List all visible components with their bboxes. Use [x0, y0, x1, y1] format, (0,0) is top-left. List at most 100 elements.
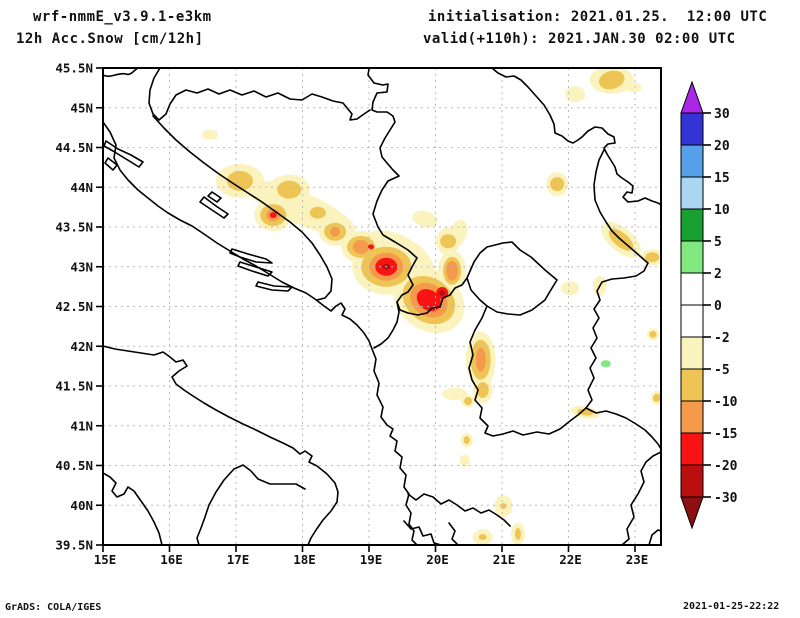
colorbar-segment: [680, 272, 704, 306]
lon-label: 17E: [227, 552, 250, 567]
colorbar-segment: [680, 144, 704, 178]
map-outline: [237, 261, 273, 277]
colorbar-label: 20: [714, 139, 730, 154]
lat-label: 42N: [70, 339, 93, 354]
map-outline: [407, 493, 511, 527]
snow-cell-gold: [464, 397, 473, 406]
lat-label: 45.5N: [55, 61, 93, 76]
snow-cell-pale: [412, 210, 438, 228]
colorbar-label: 15: [714, 171, 730, 186]
lat-label: 40N: [70, 498, 93, 513]
map-outline: [466, 241, 558, 316]
colorbar-label: 5: [714, 235, 722, 250]
lat-label: 41.5N: [55, 379, 93, 394]
snow-cell-green: [600, 360, 611, 368]
colorbar-segment: [680, 112, 704, 146]
map-outline: [585, 149, 649, 409]
map-outline: [103, 345, 339, 545]
lat-label: 39.5N: [55, 538, 93, 553]
lon-label: 23E: [626, 552, 649, 567]
map-outline: [103, 472, 163, 545]
snow-cell-pale: [560, 281, 579, 296]
lat-label: 43.5N: [55, 220, 93, 235]
snow-cell-pale: [459, 454, 470, 467]
snow-cell-pale: [565, 86, 586, 103]
colorbar-segment: [680, 336, 704, 370]
map-outline: [207, 191, 222, 203]
snow-cell-gold: [478, 534, 487, 541]
snow-cell-orange: [446, 260, 459, 281]
snow-cell-gold: [476, 381, 489, 398]
snow-cell-gold: [514, 527, 521, 540]
snow-cell-red: [269, 212, 277, 219]
map-outline: [103, 140, 144, 168]
graticule: [103, 68, 661, 545]
map-outline: [468, 305, 587, 437]
map-outline: [255, 281, 293, 292]
map-outline: [621, 451, 661, 545]
colorbar-segment: [680, 208, 704, 242]
colorbar-label: -20: [714, 459, 738, 474]
lon-label: 21E: [493, 552, 516, 567]
colorbar-label: 0: [714, 299, 722, 314]
snow-cell-gold: [598, 70, 625, 90]
creation-timestamp: 2021-01-25-22:22: [683, 601, 780, 612]
colorbar-segment: [680, 368, 704, 402]
lat-label: 42.5N: [55, 299, 93, 314]
map-outline: [148, 68, 371, 121]
colorbar-label: -15: [714, 427, 737, 442]
map-outline: [403, 520, 442, 545]
snow-cell-pale: [202, 129, 219, 140]
colorbar-segment: [680, 240, 704, 274]
colorbar-label: -5: [714, 363, 730, 378]
map-outline: [373, 301, 400, 349]
grads-credit: GrADS: COLA/IGES: [5, 602, 102, 613]
snow-cell-gold: [463, 436, 470, 445]
colorbar-arrow-top: [680, 80, 704, 114]
colorbar-segment: [680, 176, 704, 210]
snow-cell-orange: [330, 226, 341, 237]
colorbar-label: 10: [714, 203, 730, 218]
snow-cell-orange: [353, 239, 370, 254]
snow-cell-gold: [550, 177, 565, 192]
map-outline: [199, 196, 229, 219]
snow-cell-gold: [440, 234, 457, 249]
snow-cell-gold: [309, 206, 326, 219]
map-outline: [103, 121, 418, 545]
map-outline: [229, 248, 273, 264]
lat-label: 44.5N: [55, 140, 93, 155]
map-outline: [648, 529, 661, 545]
colorbar-label: -2: [714, 331, 730, 346]
colorbar-segment: [680, 432, 704, 466]
map-outline: [103, 68, 139, 78]
map-outline: [152, 115, 333, 301]
snow-cell-gold: [645, 252, 660, 263]
colorbar-label: 30: [714, 107, 730, 122]
coastlines-borders: [103, 68, 661, 545]
snow-cell-gold: [577, 408, 594, 416]
map-outline: [491, 68, 661, 206]
colorbar-segment: [680, 400, 704, 434]
map-outline: [585, 407, 661, 450]
snow-shading: [202, 68, 661, 545]
valid-time-label: valid(+110h): 2021.JAN.30 02:00 UTC: [423, 31, 736, 47]
snow-cell-gold: [649, 330, 657, 338]
colorbar-segment: [680, 464, 704, 498]
lon-label: 22E: [559, 552, 582, 567]
lat-label: 44N: [70, 180, 93, 195]
snow-cell-gold: [500, 503, 507, 510]
lat-label: 40.5N: [55, 458, 93, 473]
init-time-label: initialisation: 2021.01.25. 12:00 UTC: [428, 9, 768, 25]
model-title: wrf-nmmE_v3.9.1-e3km: [33, 9, 212, 25]
snow-cell-dred: [439, 289, 446, 296]
snow-cell-pale: [625, 82, 642, 93]
lon-label: 15E: [94, 552, 117, 567]
axis-labels: 45.5N 45N 44.5N 44N 43.5N 43N 42.5N 42N 41.5N 41N…: [55, 61, 648, 568]
map-outline: [196, 464, 306, 545]
snow-cell-gold: [226, 170, 253, 191]
lon-label: 20E: [426, 552, 449, 567]
lat-label: 41N: [70, 418, 93, 433]
